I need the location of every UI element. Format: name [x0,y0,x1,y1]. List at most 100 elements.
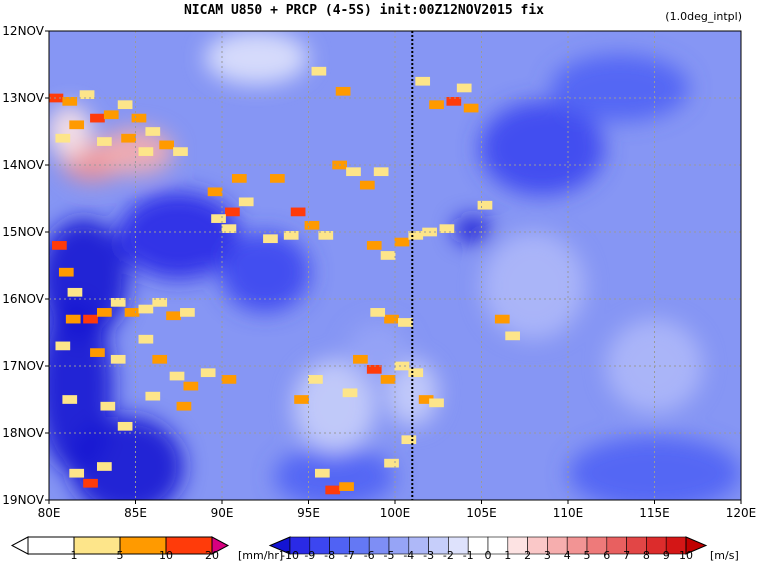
wind-colorbar-label-8: -2 [443,549,454,561]
wind-blob-5 [69,416,184,500]
precip-cell-52 [304,220,320,230]
precip-colorbar-right-arrow [211,536,230,555]
precip-cell-25 [83,314,98,324]
precip-colorbar-unit: [mm/hr] [238,549,283,561]
precip-cell-26 [97,308,112,317]
precip-cell-60 [311,66,327,76]
precip-cell-57 [346,167,361,177]
wind-colorbar-label-9: -1 [463,549,474,561]
precip-cell-38 [169,371,185,381]
y-tick-label-6: 18NOV [2,426,44,440]
precip-cell-69 [398,318,413,327]
wind-colorbar-label-6: -4 [403,549,414,561]
precip-cell-12 [97,137,112,146]
precip-cell-45 [176,401,192,411]
precip-cell-20 [211,214,226,223]
precip-cell-9 [173,147,188,156]
precip-cell-28 [124,308,140,317]
plot-area [49,31,741,500]
x-tick-label-7: 115E [639,506,670,520]
y-tick-label-5: 17NOV [2,359,44,373]
precip-cell-64 [394,237,410,247]
y-tick-label-4: 16NOV [2,292,44,306]
precip-cell-79 [418,395,434,404]
precip-cell-29 [138,304,154,314]
precip-cell-85 [401,435,417,445]
precip-cell-51 [290,207,306,217]
wind-colorbar-right-arrow [685,536,708,555]
precip-cell-87 [446,96,462,106]
precip-cell-37 [152,354,168,364]
precipitation-colorbar: 1 5 10 20 [mm/hr] [10,536,283,561]
wind-colorbar-label-19: 9 [663,549,670,561]
wind-colorbar-label-18: 8 [643,549,650,561]
precip-cell-46 [117,421,133,431]
precip-cell-93 [505,331,520,341]
precip-cell-14 [69,120,85,130]
precip-cell-68 [384,314,399,324]
precip-cell-83 [314,468,330,478]
precip-cell-36 [138,334,154,344]
wind-blob-10 [550,54,690,122]
precip-cell-33 [55,341,71,351]
x-tick-label-2: 90E [211,506,234,520]
precip-cell-78 [408,368,424,378]
precip-cell-23 [67,287,83,297]
wind-colorbar: -10 -9 -8 -7 -6 -5 -4 -3 -2 -1 0 1 2 3 4 5 6 7 8 9 10 [m/s] [268,536,739,561]
precip-colorbar-left-arrow [10,536,29,555]
precip-cell-1 [62,96,78,106]
y-axis: 12NOV 13NOV 14NOV 15NOV 16NOV 17NOV 18NOV 19NOV [2,24,49,507]
precip-cell-74 [394,361,410,371]
precip-cell-39 [183,381,199,391]
wind-blob-8 [453,216,492,244]
wind-colorbar-label-7: -3 [423,549,434,561]
chart-title: NICAM U850 + PRCP (4-5S) init:00Z12NOV20… [184,3,544,18]
x-tick-label-8: 120E [726,506,757,520]
precip-cell-72 [366,364,382,374]
wind-colorbar-label-14: 4 [564,549,571,561]
wind-colorbar-label-17: 7 [623,549,630,561]
wind-colorbar-label-11: 1 [504,549,511,561]
precip-cell-81 [325,485,341,495]
precip-cell-75 [342,388,358,398]
y-tick-label-2: 14NOV [2,158,44,172]
precip-cell-22 [58,267,74,277]
precip-cell-6 [131,113,147,123]
precip-cell-5 [117,100,133,110]
precip-cell-44 [145,391,161,401]
precip-cell-92 [494,314,510,324]
y-tick-label-3: 15NOV [2,225,44,239]
precip-cell-0 [49,93,64,103]
precip-cell-42 [62,395,78,404]
precip-cell-27 [110,297,126,307]
wind-colorbar-label-13: 3 [544,549,551,561]
x-tick-label-6: 110E [553,506,584,520]
precip-cell-34 [90,348,105,357]
wind-blob-11 [568,436,741,500]
precip-cell-41 [221,375,237,384]
y-tick-label-7: 19NOV [2,493,44,507]
precip-cell-67 [439,224,455,234]
precip-cell-84 [384,458,399,468]
precip-cell-77 [294,395,309,404]
wind-blob-2 [49,104,93,159]
precip-cell-32 [180,308,195,317]
x-tick-label-3: 95E [297,506,320,520]
y-tick-label-1: 13NOV [2,91,44,105]
wind-colorbar-label-2: -8 [324,549,335,561]
precip-cell-19 [238,197,254,207]
precip-colorbar-segment-0 [27,536,75,555]
precip-cell-16 [225,207,240,217]
precipitation-field [49,66,520,495]
precip-cell-21 [52,241,67,250]
precip-cell-4 [103,110,119,120]
precip-cell-71 [353,354,368,364]
wind-blob-13 [204,31,309,85]
precip-cell-15 [207,187,223,197]
precip-cell-13 [55,133,71,143]
precip-cell-47 [83,478,98,488]
precip-cell-31 [166,311,181,321]
precip-cell-18 [221,224,237,234]
wind-blob-7 [220,232,311,313]
precip-cell-17 [231,174,247,183]
